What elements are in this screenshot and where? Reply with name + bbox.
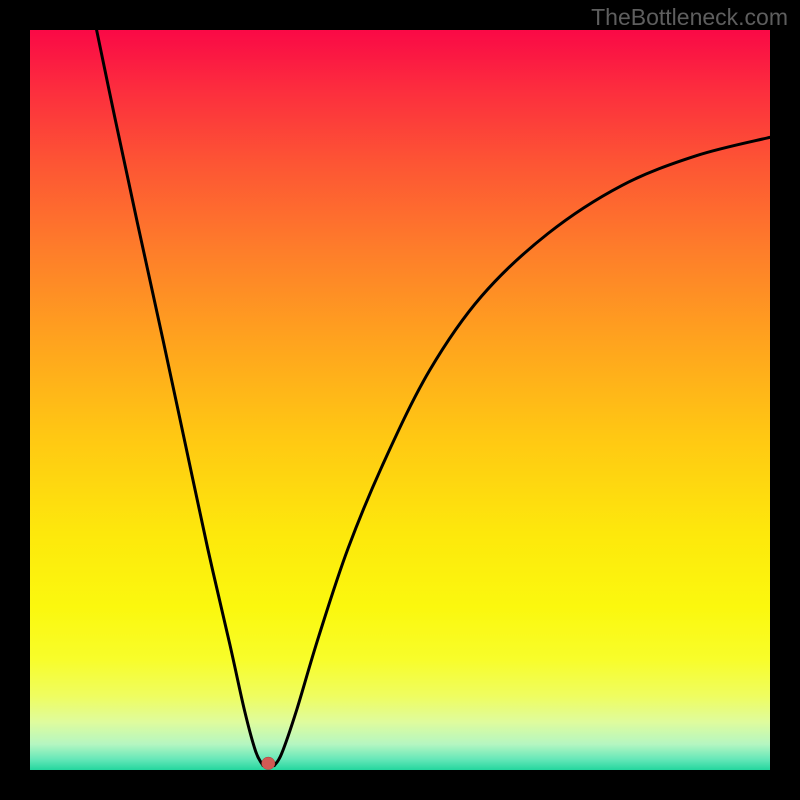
bottleneck-chart (0, 0, 800, 800)
watermark-text: TheBottleneck.com (591, 4, 788, 31)
chart-container: TheBottleneck.com (0, 0, 800, 800)
